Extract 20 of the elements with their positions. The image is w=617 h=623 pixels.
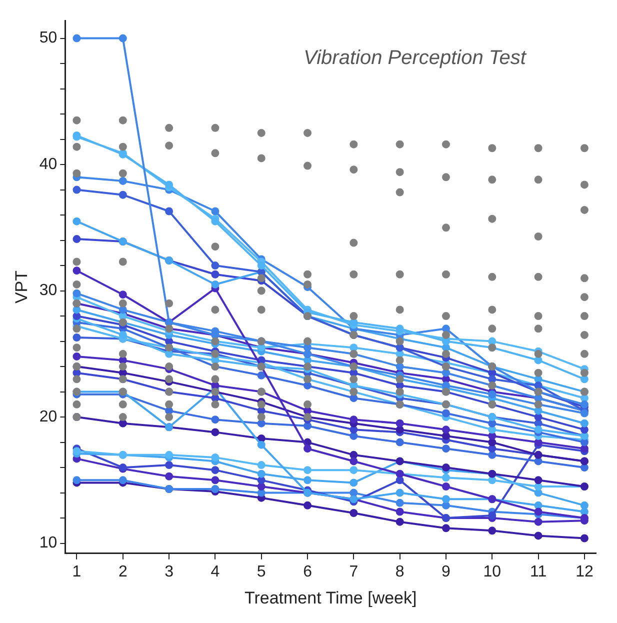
x-tick-label: 5 [256, 563, 266, 580]
y-axis-title: VPT [12, 270, 31, 304]
x-tick-label: 2 [118, 563, 128, 580]
x-tick-label: 3 [164, 563, 174, 580]
x-tick-label: 8 [395, 563, 404, 580]
x-tick-label: 7 [349, 563, 358, 580]
x-tick-label: 6 [303, 563, 312, 580]
y-tick-label: 20 [39, 408, 58, 426]
x-tick-label: 9 [442, 563, 451, 580]
x-tick-label: 12 [576, 563, 594, 580]
y-tick-label: 50 [39, 30, 58, 47]
y-tick-label: 40 [39, 156, 58, 173]
x-tick-label: 11 [530, 563, 547, 580]
y-tick-label: 10 [39, 534, 58, 552]
y-tick-label: 30 [39, 282, 58, 300]
x-axis-title: Treatment Time [week] [244, 588, 417, 608]
x-tick-label: 1 [72, 563, 82, 580]
x-tick-label: 10 [483, 563, 502, 580]
x-tick-label: 4 [210, 563, 220, 580]
text: Vibration Perception Test [304, 47, 528, 70]
